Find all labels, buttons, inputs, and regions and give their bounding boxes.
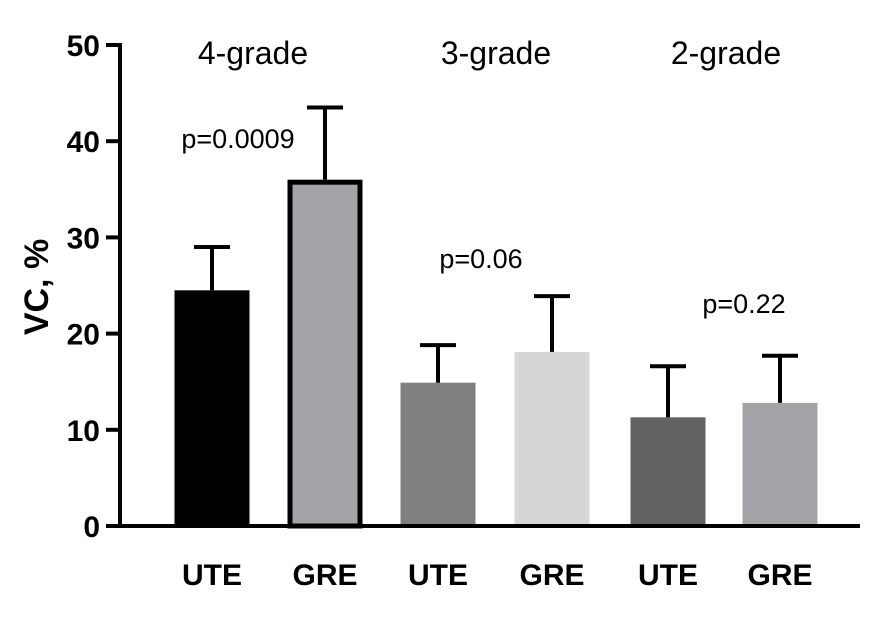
bar-2-grade-UTE (630, 417, 706, 526)
x-tick-label-2-grade-UTE: UTE (638, 559, 698, 592)
y-tick-label-20: 20 (67, 319, 100, 352)
x-tick-label-3-grade-GRE: GRE (519, 559, 584, 592)
p-value-label-3-grade: p=0.06 (439, 244, 522, 274)
labels-layer: 4-grade p=0.0009 UTE GRE 3-grade p=0.06 UTE GRE… (181, 35, 812, 592)
group-label-2-grade: 2-grade (671, 35, 781, 71)
x-tick-label-2-grade-GRE: GRE (747, 559, 812, 592)
axes-layer: 0 10 20 30 40 50 (67, 30, 860, 544)
y-tick-label-50: 50 (67, 30, 100, 63)
x-tick-label-4-grade-UTE: UTE (182, 559, 242, 592)
bar-4-grade-UTE (174, 290, 250, 526)
bar-4-grade-GRE (287, 179, 363, 529)
y-tick-label-30: 30 (67, 222, 100, 255)
group-label-3-grade: 3-grade (441, 35, 551, 71)
x-tick-label-3-grade-UTE: UTE (408, 559, 468, 592)
y-axis-label: VC, % (18, 239, 56, 335)
x-tick-label-4-grade-GRE: GRE (292, 559, 357, 592)
y-tick-label-0: 0 (83, 511, 100, 544)
y-tick-label-40: 40 (67, 126, 100, 159)
error-bars-layer (194, 105, 798, 418)
y-tick-label-10: 10 (67, 415, 100, 448)
bar-2-grade-GRE (742, 402, 818, 526)
bar-3-grade-GRE (514, 351, 590, 526)
group-label-4-grade: 4-grade (198, 35, 308, 71)
p-value-label-4-grade: p=0.0009 (181, 124, 294, 154)
p-value-label-2-grade: p=0.22 (702, 289, 785, 319)
bar-3-grade-UTE (400, 382, 476, 526)
bars-layer (174, 179, 818, 529)
